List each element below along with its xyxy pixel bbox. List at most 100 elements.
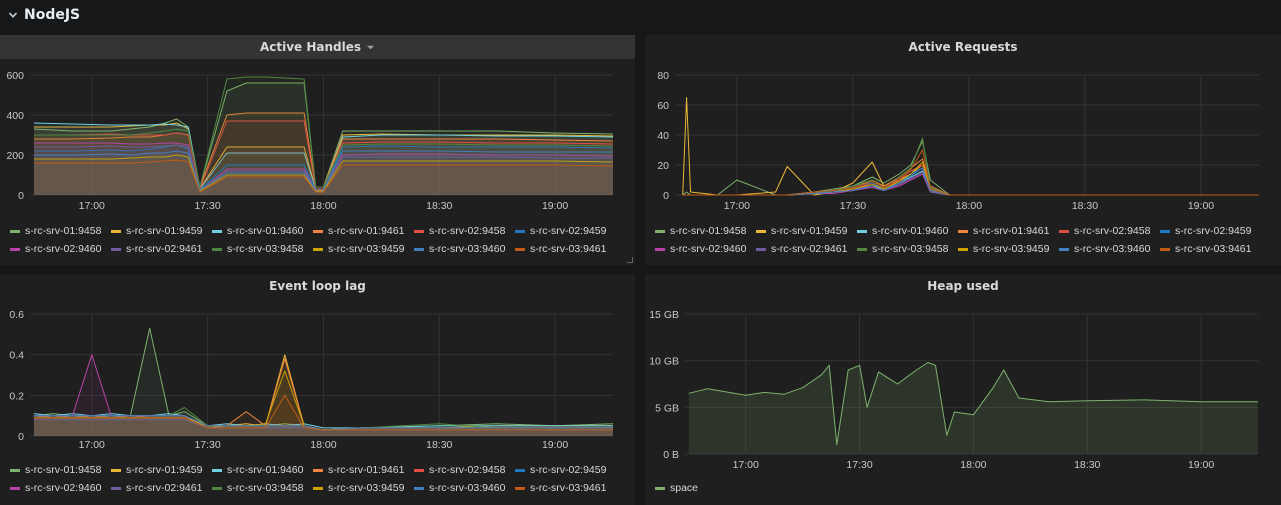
- legend-label: space: [670, 482, 699, 494]
- series-line[interactable]: [33, 122, 614, 190]
- series-line[interactable]: [682, 167, 1259, 196]
- legend-item[interactable]: s-rc-srv-02:9460: [10, 243, 111, 255]
- series-area: [33, 415, 613, 436]
- series-line[interactable]: [682, 173, 1259, 196]
- legend-item[interactable]: s-rc-srv-03:9461: [1160, 243, 1261, 255]
- legend-item[interactable]: s-rc-srv-03:9458: [857, 243, 958, 255]
- legend-item[interactable]: space: [655, 482, 756, 494]
- legend-item[interactable]: s-rc-srv-01:9460: [212, 225, 313, 237]
- legend-item[interactable]: s-rc-srv-03:9458: [212, 243, 313, 255]
- legend-item[interactable]: s-rc-srv-03:9458: [212, 482, 313, 494]
- series-line[interactable]: [682, 158, 1259, 196]
- legend-item[interactable]: s-rc-srv-03:9459: [313, 482, 414, 494]
- series-line[interactable]: [682, 170, 1259, 196]
- legend-item[interactable]: s-rc-srv-02:9459: [515, 464, 616, 476]
- series-line[interactable]: [33, 112, 614, 188]
- active-requests-chart[interactable]: 0 20 40 60 80 17:00 17:30 18:00 18:30 19:00: [645, 59, 1281, 219]
- legend-label: s-rc-srv-03:9461: [1175, 243, 1252, 255]
- panel-header[interactable]: Active Handles: [0, 35, 635, 59]
- legend-item[interactable]: s-rc-srv-01:9459: [111, 225, 212, 237]
- panel-title[interactable]: Active Handles: [259, 40, 362, 54]
- series-line[interactable]: [682, 161, 1259, 196]
- panel-header[interactable]: Heap used: [645, 274, 1281, 298]
- series-line[interactable]: [682, 137, 1259, 196]
- series-area: [33, 417, 613, 436]
- series-line[interactable]: [33, 76, 614, 188]
- x-tick-label: 18:30: [1072, 200, 1098, 212]
- legend-swatch: [414, 486, 424, 490]
- legend-item[interactable]: s-rc-srv-02:9458: [414, 464, 515, 476]
- legend-item[interactable]: s-rc-srv-01:9458: [655, 225, 756, 237]
- y-tick-label: 15 GB: [649, 309, 679, 321]
- series-line[interactable]: [682, 149, 1259, 196]
- legend-item[interactable]: s-rc-srv-03:9459: [313, 243, 414, 255]
- resize-handle[interactable]: [627, 257, 633, 263]
- y-tick-label: 40: [657, 130, 669, 142]
- legend-item[interactable]: s-rc-srv-03:9461: [515, 482, 616, 494]
- legend-item[interactable]: s-rc-srv-02:9461: [111, 482, 212, 494]
- series-line[interactable]: [33, 150, 613, 191]
- legend-item[interactable]: s-rc-srv-02:9460: [10, 482, 111, 494]
- series-line[interactable]: [33, 394, 613, 431]
- legend-item[interactable]: s-rc-srv-03:9461: [515, 243, 616, 255]
- series-line[interactable]: [33, 144, 614, 191]
- legend-item[interactable]: s-rc-srv-02:9461: [756, 243, 857, 255]
- series-line[interactable]: [33, 82, 614, 188]
- series-line[interactable]: [33, 142, 614, 192]
- panel-title[interactable]: Heap used: [927, 279, 999, 293]
- legend-item[interactable]: s-rc-srv-01:9458: [10, 464, 111, 476]
- legend-item[interactable]: s-rc-srv-03:9460: [414, 243, 515, 255]
- x-tick-label: 17:30: [194, 200, 220, 212]
- series-line[interactable]: [682, 140, 1259, 196]
- panel-title[interactable]: Event loop lag: [269, 279, 366, 293]
- series-line[interactable]: [682, 97, 1259, 196]
- legend-item[interactable]: s-rc-srv-03:9460: [1059, 243, 1160, 255]
- legend-label: s-rc-srv-02:9458: [429, 225, 506, 237]
- chevron-down-icon[interactable]: [8, 10, 18, 20]
- legend-swatch: [313, 247, 323, 251]
- panel-header[interactable]: Active Requests: [645, 35, 1281, 59]
- series-line[interactable]: [682, 164, 1259, 196]
- legend-label: s-rc-srv-02:9461: [126, 482, 203, 494]
- caret-down-icon[interactable]: [366, 43, 375, 52]
- legend-item[interactable]: s-rc-srv-01:9459: [756, 225, 857, 237]
- x-tick-label: 17:00: [79, 200, 105, 212]
- legend-swatch: [1059, 229, 1069, 233]
- series-line[interactable]: [688, 362, 1258, 446]
- legend-item[interactable]: s-rc-srv-03:9460: [414, 482, 515, 494]
- row-title[interactable]: NodeJS: [24, 7, 81, 23]
- x-tick-label: 17:30: [840, 200, 866, 212]
- series-line[interactable]: [33, 144, 613, 192]
- series-line[interactable]: [682, 167, 1259, 196]
- legend-item[interactable]: s-rc-srv-01:9458: [10, 225, 111, 237]
- series-line[interactable]: [33, 413, 613, 429]
- x-tick-label: 17:00: [724, 200, 750, 212]
- series-line[interactable]: [682, 172, 1259, 196]
- series-line[interactable]: [33, 120, 614, 190]
- series-line[interactable]: [33, 159, 614, 193]
- series-line[interactable]: [33, 415, 613, 431]
- y-tick-label: 20: [657, 160, 669, 172]
- legend-item[interactable]: s-rc-srv-02:9459: [515, 225, 616, 237]
- panel-active-requests: Active Requests 0 20 40 60 80 17:00 17:30 18:00…: [645, 35, 1281, 265]
- event-loop-lag-chart[interactable]: 0 0.2 0.4 0.6 17:00 17:30 18:00 18:30 19:00: [0, 298, 635, 458]
- panel-title[interactable]: Active Requests: [908, 40, 1018, 54]
- legend-item[interactable]: s-rc-srv-01:9461: [958, 225, 1059, 237]
- legend-item[interactable]: s-rc-srv-02:9458: [414, 225, 515, 237]
- legend-item[interactable]: s-rc-srv-01:9460: [212, 464, 313, 476]
- panel-event-loop-lag: Event loop lag 0 0.2 0.4 0.6 17:00 17:30 18:00…: [0, 274, 635, 505]
- series-line[interactable]: [33, 154, 614, 192]
- heap-used-chart[interactable]: 0 B 5 GB 10 GB 15 GB 17:00 17:30 18:00 18:30 19:…: [645, 298, 1281, 478]
- legend-item[interactable]: s-rc-srv-02:9461: [111, 243, 212, 255]
- legend-item[interactable]: s-rc-srv-03:9459: [958, 243, 1059, 255]
- legend-item[interactable]: s-rc-srv-02:9459: [1160, 225, 1261, 237]
- legend-item[interactable]: s-rc-srv-01:9461: [313, 464, 414, 476]
- legend-item[interactable]: s-rc-srv-01:9459: [111, 464, 212, 476]
- panel-header[interactable]: Event loop lag: [0, 274, 635, 298]
- legend-row: s-rc-srv-02:9460 s-rc-srv-02:9461 s-rc-srv…: [10, 240, 635, 258]
- legend-item[interactable]: s-rc-srv-02:9460: [655, 243, 756, 255]
- legend-item[interactable]: s-rc-srv-02:9458: [1059, 225, 1160, 237]
- legend-item[interactable]: s-rc-srv-01:9461: [313, 225, 414, 237]
- legend-item[interactable]: s-rc-srv-01:9460: [857, 225, 958, 237]
- active-handles-chart[interactable]: 0 200 400 600 17:00 17:30 18:00 18:30 19:00: [0, 59, 635, 219]
